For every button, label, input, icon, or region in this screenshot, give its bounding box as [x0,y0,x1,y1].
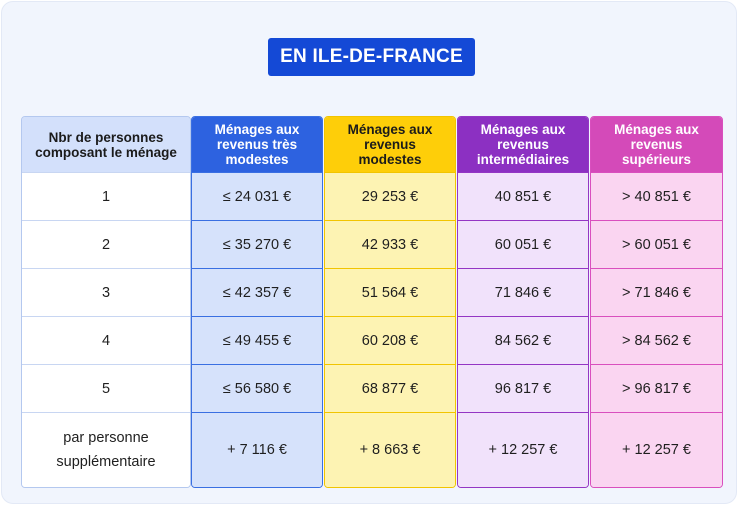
column-header: Ménages aux revenus très modestes [192,117,322,172]
table-cell: ≤ 24 031 € [192,172,322,220]
column-superieurs: Ménages aux revenus supérieurs > 40 851 … [590,116,723,488]
table-cell: + 12 257 € [458,412,588,487]
column-household-size: Nbr de personnes composant le ménage 1 2… [21,116,191,488]
table-cell: 2 [22,220,190,268]
column-tres-modestes: Ménages aux revenus très modestes ≤ 24 0… [191,116,323,488]
column-header: Ménages aux revenus supérieurs [591,117,722,172]
table-cell: + 7 116 € [192,412,322,487]
column-header: Ménages aux revenus modestes [325,117,455,172]
table-cell: 84 562 € [458,316,588,364]
table-cell: > 60 051 € [591,220,722,268]
table-cell: 71 846 € [458,268,588,316]
table-cell: > 84 562 € [591,316,722,364]
table-cell: 96 817 € [458,364,588,412]
column-modestes: Ménages aux revenus modestes 29 253 € 42… [324,116,456,488]
table-cell: 40 851 € [458,172,588,220]
table-cell: ≤ 56 580 € [192,364,322,412]
table-cell: 29 253 € [325,172,455,220]
table-cell: 4 [22,316,190,364]
table-cell: ≤ 49 455 € [192,316,322,364]
column-header: Ménages aux revenus intermédiaires [458,117,588,172]
column-intermediaires: Ménages aux revenus intermédiaires 40 85… [457,116,589,488]
table-cell: 42 933 € [325,220,455,268]
table-cell: 68 877 € [325,364,455,412]
table-cell: ≤ 35 270 € [192,220,322,268]
table-cell: + 8 663 € [325,412,455,487]
table-cell: + 12 257 € [591,412,722,487]
table-cell: par personne supplémentaire [22,412,190,487]
table-cell: 51 564 € [325,268,455,316]
table-cell: 60 208 € [325,316,455,364]
page-title: EN ILE-DE-FRANCE [268,38,475,76]
column-header: Nbr de personnes composant le ménage [22,117,190,172]
table-cell: 3 [22,268,190,316]
table-cell: 5 [22,364,190,412]
table-cell: > 40 851 € [591,172,722,220]
table-cell: > 71 846 € [591,268,722,316]
table-cell: 1 [22,172,190,220]
table-cell: 60 051 € [458,220,588,268]
table-cell: > 96 817 € [591,364,722,412]
table-cell: ≤ 42 357 € [192,268,322,316]
